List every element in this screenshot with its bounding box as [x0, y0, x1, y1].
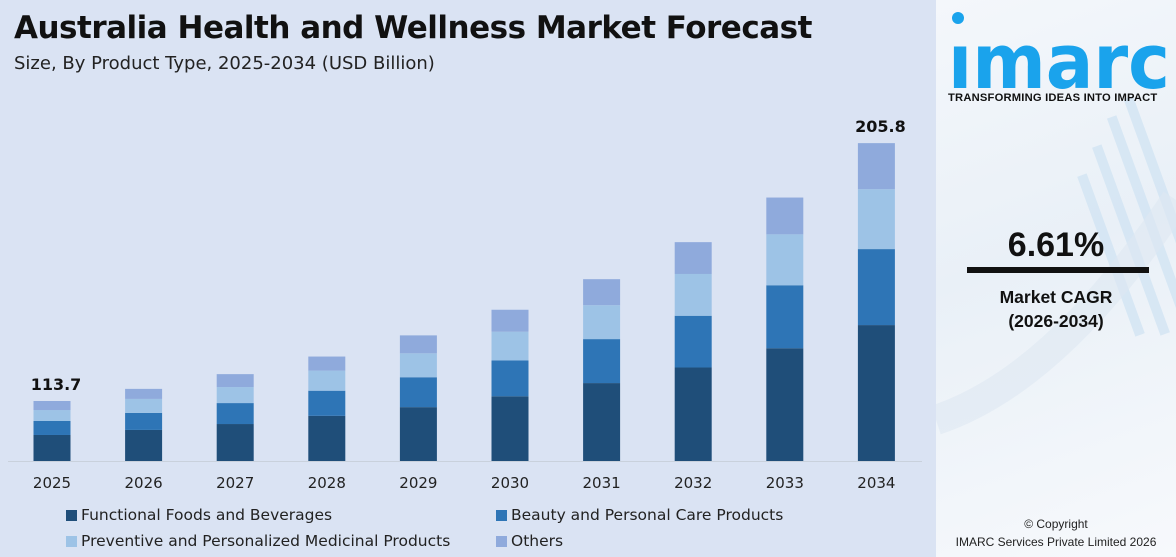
chart-title: Australia Health and Wellness Market For… [14, 10, 812, 46]
bar-segment-2034-1 [857, 249, 895, 326]
legend-swatch [496, 509, 507, 521]
copyright: © Copyright IMARC Services Private Limit… [936, 515, 1176, 551]
bar-segment-2033-1 [766, 285, 804, 349]
bar-segment-2026-0 [125, 429, 163, 461]
x-tick-label-2033: 2033 [766, 474, 804, 492]
x-tick-label-2032: 2032 [674, 474, 712, 492]
legend-item-preventive-medicinal: Preventive and Personalized Medicinal Pr… [66, 532, 450, 550]
bar-segment-2026-3 [125, 388, 163, 399]
bar-segment-2028-1 [308, 390, 346, 416]
copyright-line: © Copyright [1024, 517, 1088, 531]
legend-swatch [66, 509, 77, 521]
legend-label: Beauty and Personal Care Products [511, 506, 784, 524]
legend-label: Preventive and Personalized Medicinal Pr… [81, 532, 451, 550]
bar-segment-2029-2 [399, 353, 437, 378]
bar-segment-2034-3 [857, 143, 895, 190]
x-tick-label-2029: 2029 [399, 474, 437, 492]
cagr-label-text: Market CAGR [999, 287, 1113, 307]
bar-segment-2027-0 [216, 424, 254, 461]
bar-segment-2033-2 [766, 234, 804, 286]
bar-segment-2027-3 [216, 374, 254, 388]
divider [967, 267, 1149, 273]
bar-segment-2026-2 [125, 398, 163, 413]
bar-segment-2031-0 [583, 383, 621, 461]
bar-segment-2031-1 [583, 339, 621, 384]
svg-text:ımarc: ımarc [948, 17, 1168, 100]
x-tick-label-2027: 2027 [216, 474, 254, 492]
bar-segment-2030-1 [491, 360, 529, 397]
bar-segment-2030-2 [491, 331, 529, 361]
bar-segment-2027-2 [216, 387, 254, 404]
bar-segment-2026-1 [125, 412, 163, 430]
data-label-2034: 205.8 [855, 117, 906, 136]
bar-segment-2032-1 [674, 315, 712, 368]
bar-segment-2029-3 [399, 335, 437, 354]
chart-panel: Australia Health and Wellness Market For… [8, 10, 922, 550]
bar-segment-2029-1 [399, 377, 437, 408]
legend-item-functional-foods: Functional Foods and Beverages [66, 506, 332, 524]
bar-segment-2031-3 [583, 279, 621, 306]
stacked-bar-chart: 2025 113.7 2026 2027 2028 2029 2030 2031 2032 203… [8, 117, 922, 492]
x-tick-label-2031: 2031 [583, 474, 621, 492]
legend-item-others: Others [496, 532, 563, 550]
bar-segment-2028-3 [308, 356, 346, 371]
legend-swatch [496, 535, 507, 547]
bar-segment-2033-3 [766, 197, 804, 235]
x-tick-label-2030: 2030 [491, 474, 529, 492]
x-tick-label-2025: 2025 [33, 474, 71, 492]
bar-segment-2032-2 [674, 273, 712, 316]
bar-segment-2027-1 [216, 403, 254, 425]
imarc-logo: ımarc [948, 12, 1168, 100]
bar-segment-2033-0 [766, 348, 804, 461]
cagr-value: 6.61% [1007, 226, 1105, 264]
cagr-period: (2026-2034) [1008, 311, 1104, 331]
bar-segment-2031-2 [583, 305, 621, 340]
bar-segment-2030-3 [491, 309, 529, 332]
bar-segment-2032-3 [674, 242, 712, 274]
bar-segment-2030-0 [491, 396, 529, 461]
bar-segment-2025-2 [33, 410, 71, 421]
x-tick-label-2026: 2026 [125, 474, 163, 492]
x-tick-label-2028: 2028 [308, 474, 346, 492]
chart-subtitle: Size, By Product Type, 2025-2034 (USD Bi… [14, 53, 435, 74]
bar-segment-2034-0 [857, 325, 895, 461]
data-label-2025: 113.7 [31, 375, 82, 394]
bar-segment-2028-0 [308, 415, 346, 461]
bar-segment-2032-0 [674, 367, 712, 461]
side-panel: ımarc TRANSFORMING IDEAS INTO IMPACT 6.6… [936, 0, 1176, 557]
bar-segment-2028-2 [308, 370, 346, 391]
brand-tagline: TRANSFORMING IDEAS INTO IMPACT [948, 92, 1158, 104]
background-chart-decoration [936, 95, 1176, 435]
bar-segment-2025-0 [33, 434, 71, 461]
bar-segment-2025-1 [33, 421, 71, 435]
x-tick-label-2034: 2034 [857, 474, 895, 492]
legend-label: Functional Foods and Beverages [81, 506, 333, 524]
bar-segment-2029-0 [399, 407, 437, 461]
legend-swatch [66, 535, 77, 547]
legend-item-beauty-personal-care: Beauty and Personal Care Products [496, 506, 783, 524]
copyright-company: IMARC Services Private Limited 2026 [955, 535, 1157, 549]
legend-label: Others [511, 532, 564, 550]
bar-segment-2025-3 [33, 401, 71, 411]
cagr-label: Market CAGR (2026-2034) [936, 285, 1176, 333]
bar-segment-2034-2 [857, 189, 895, 250]
